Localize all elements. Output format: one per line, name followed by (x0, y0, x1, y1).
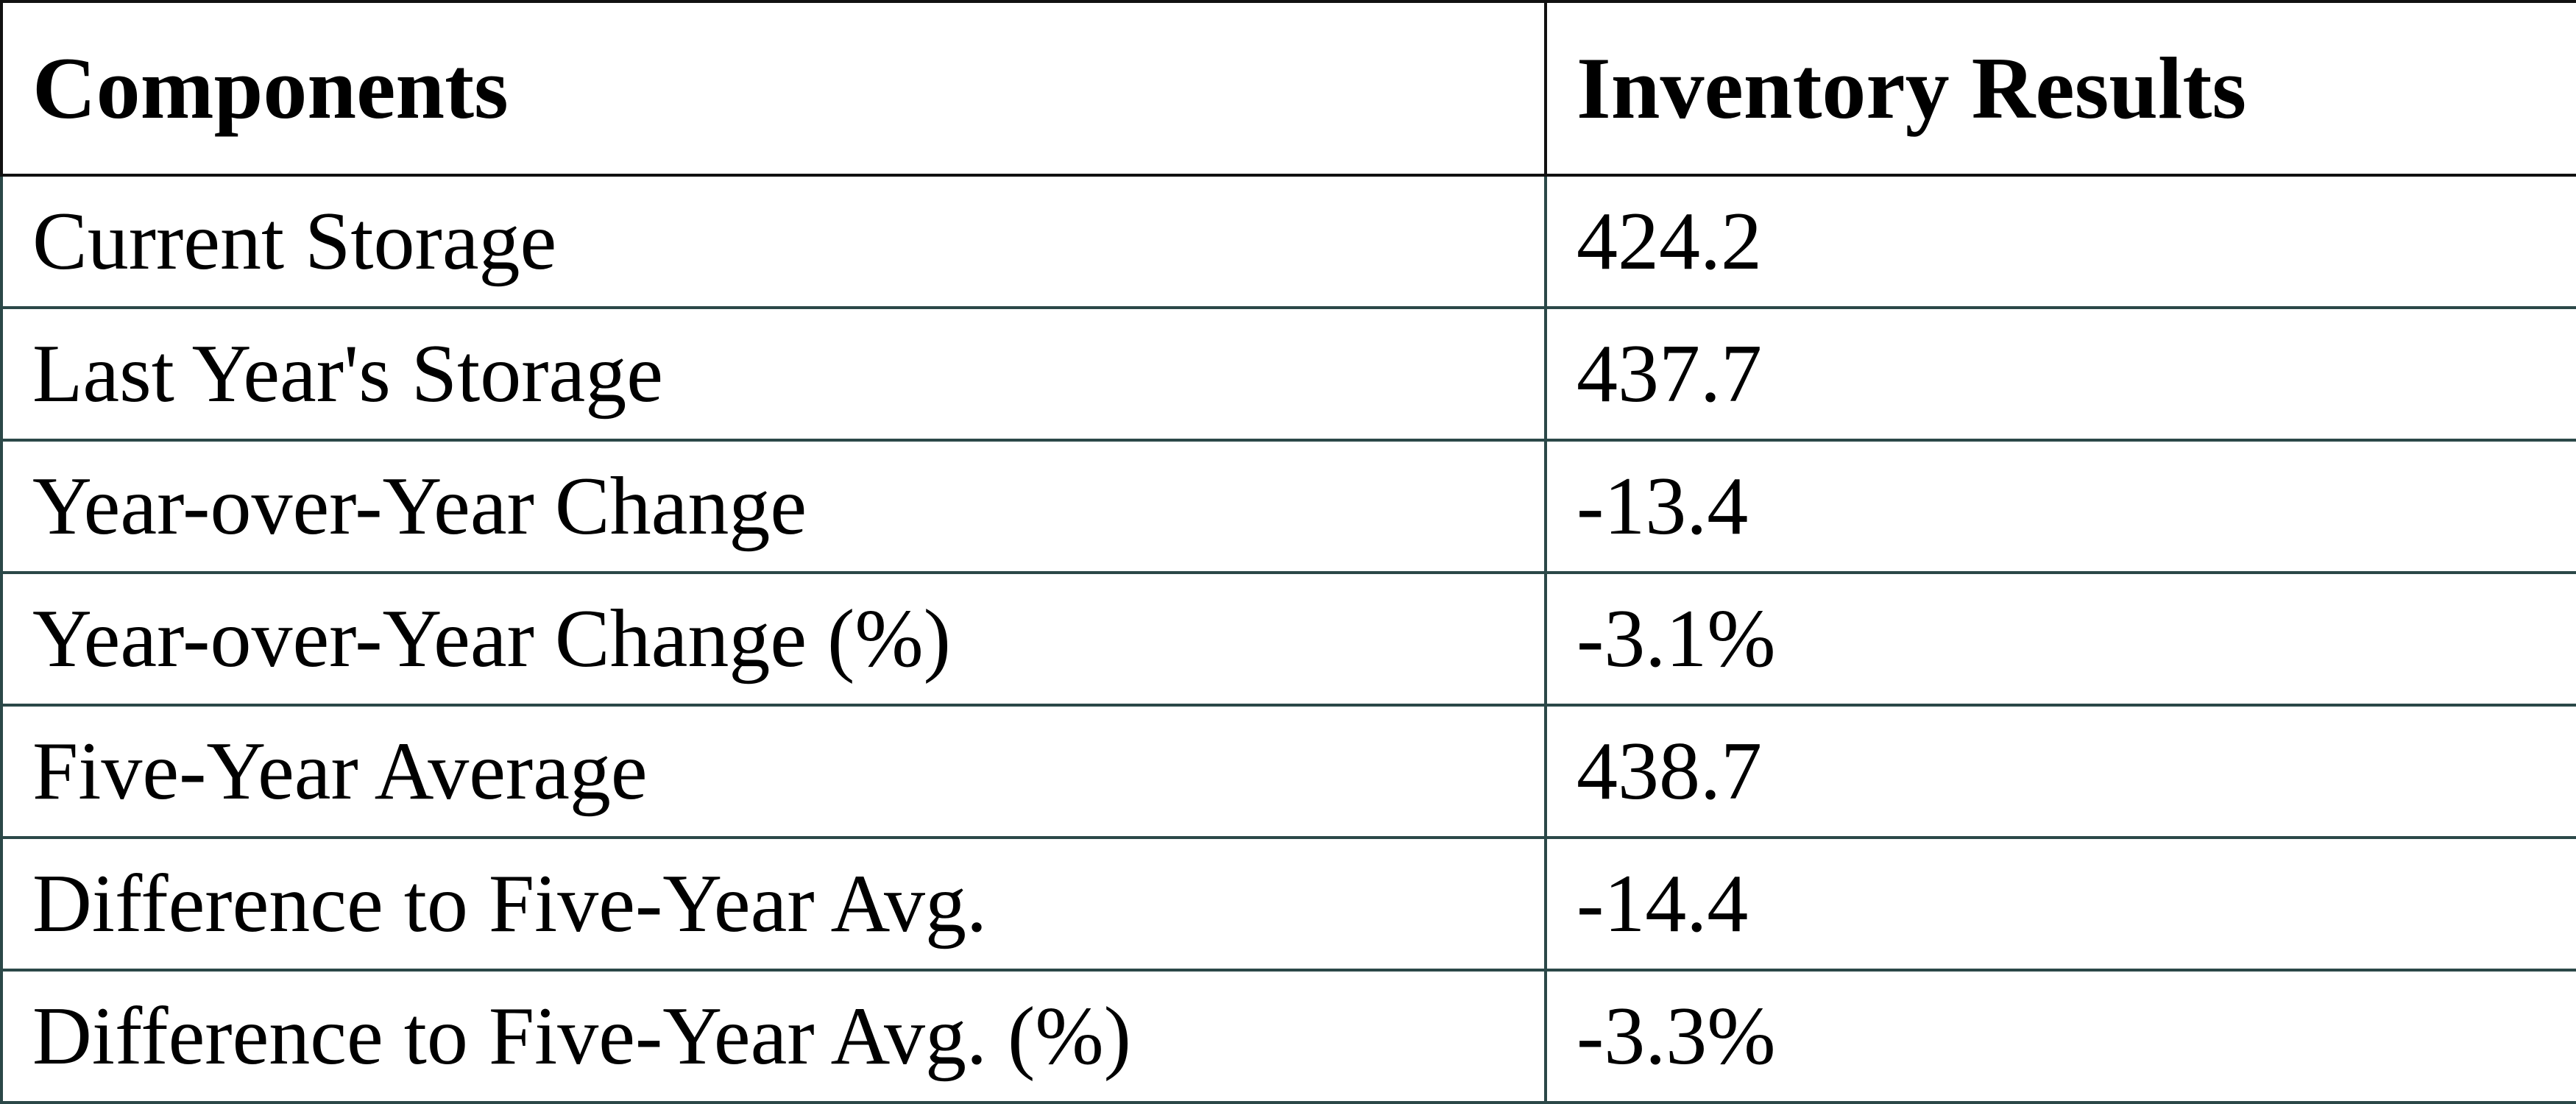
table-row: Year-over-Year Change (%) -3.1% (0, 571, 2576, 707)
table-body: Current Storage 424.2 Last Year's Storage 4… (0, 174, 2576, 1104)
header-cell: Inventory Results (1544, 0, 2576, 177)
component-cell: Last Year's Storage (0, 306, 1547, 442)
result-cell: -13.4 (1544, 439, 2576, 574)
component-cell: Year-over-Year Change (0, 439, 1547, 574)
result-cell: 424.2 (1544, 174, 2576, 309)
header-cell: Components (0, 0, 1547, 177)
component-cell: Current Storage (0, 174, 1547, 309)
component-cell: Difference to Five-Year Avg. (0, 836, 1547, 972)
table-row: Year-over-Year Change -13.4 (0, 439, 2576, 574)
component-cell: Five-Year Average (0, 704, 1547, 839)
table-row: Current Storage 424.2 (0, 174, 2576, 309)
component-cell: Year-over-Year Change (%) (0, 571, 1547, 707)
result-cell: 438.7 (1544, 704, 2576, 839)
table-head: Components Inventory Results (0, 0, 2576, 177)
result-cell: -3.1% (1544, 571, 2576, 707)
result-cell: 437.7 (1544, 306, 2576, 442)
result-cell: -14.4 (1544, 836, 2576, 972)
table-row: Last Year's Storage 437.7 (0, 306, 2576, 442)
result-cell: -3.3% (1544, 969, 2576, 1104)
table-row: Difference to Five-Year Avg. (%) -3.3% (0, 969, 2576, 1104)
table-row: Difference to Five-Year Avg. -14.4 (0, 836, 2576, 972)
table-row: Five-Year Average 438.7 (0, 704, 2576, 839)
header-row: Components Inventory Results (0, 0, 2576, 177)
component-cell: Difference to Five-Year Avg. (%) (0, 969, 1547, 1104)
